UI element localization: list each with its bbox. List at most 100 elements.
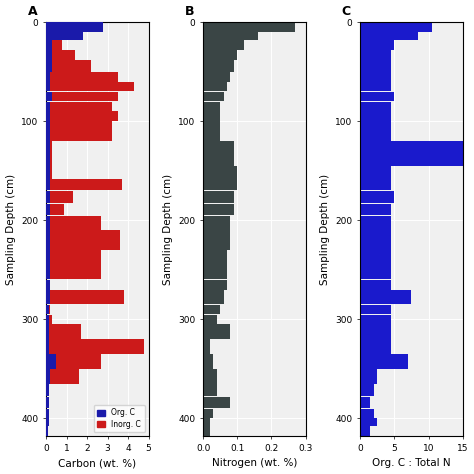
Bar	[46, 354, 101, 369]
Bar	[46, 409, 48, 419]
Bar	[203, 60, 234, 72]
Bar	[46, 22, 103, 32]
Y-axis label: Sampling Depth (cm): Sampling Depth (cm)	[163, 173, 173, 285]
Bar	[203, 111, 220, 121]
Bar	[203, 384, 217, 396]
Bar	[360, 166, 391, 179]
Bar	[46, 354, 56, 369]
Bar	[46, 50, 52, 60]
Bar	[46, 290, 50, 304]
Bar	[46, 91, 52, 101]
Text: C: C	[342, 5, 351, 18]
Bar	[203, 354, 213, 369]
Bar	[46, 369, 79, 383]
Bar	[46, 141, 52, 165]
Y-axis label: Sampling Depth (cm): Sampling Depth (cm)	[6, 173, 16, 285]
Bar	[360, 419, 377, 426]
Bar	[46, 409, 49, 419]
Bar	[360, 230, 391, 250]
Bar	[203, 315, 217, 324]
Bar	[360, 339, 391, 354]
Bar	[360, 191, 394, 203]
Bar	[46, 191, 73, 203]
Bar	[203, 369, 217, 383]
Bar	[46, 111, 50, 121]
Bar	[360, 72, 391, 82]
Bar	[360, 325, 391, 339]
Bar	[203, 290, 224, 304]
Text: B: B	[185, 5, 194, 18]
Bar	[46, 82, 50, 91]
Bar	[46, 369, 50, 383]
Bar	[46, 32, 56, 40]
Bar	[46, 230, 120, 250]
Bar	[46, 141, 50, 165]
Bar	[46, 179, 50, 191]
Bar	[203, 82, 227, 91]
Bar	[203, 22, 295, 32]
Bar	[46, 22, 52, 32]
Bar	[203, 419, 210, 426]
Bar	[46, 427, 48, 436]
Bar	[203, 40, 244, 50]
Bar	[360, 179, 391, 191]
Bar	[360, 101, 391, 111]
Bar	[203, 91, 224, 101]
Bar	[360, 354, 408, 369]
Bar	[46, 166, 52, 179]
Bar	[46, 121, 50, 141]
Bar	[203, 121, 220, 141]
Bar	[46, 32, 83, 40]
Bar	[46, 40, 63, 50]
Bar	[203, 141, 234, 165]
Bar	[203, 339, 210, 354]
Bar	[203, 325, 230, 339]
Bar	[360, 409, 374, 419]
Bar	[46, 50, 75, 60]
Bar	[46, 166, 50, 179]
Bar	[46, 250, 101, 280]
Bar	[360, 397, 371, 409]
Bar	[46, 419, 49, 426]
Bar	[203, 204, 234, 215]
Bar	[360, 22, 432, 32]
Bar	[46, 60, 52, 72]
Bar	[203, 101, 220, 111]
Bar	[360, 216, 391, 230]
Bar	[46, 397, 49, 409]
Bar	[203, 179, 237, 191]
Bar	[360, 204, 391, 215]
Bar	[46, 179, 122, 191]
Bar	[46, 339, 49, 354]
Bar	[360, 305, 391, 314]
Bar	[46, 427, 48, 436]
Bar	[46, 290, 124, 304]
Bar	[46, 325, 81, 339]
Bar	[46, 191, 50, 203]
Bar	[360, 280, 391, 290]
Bar	[360, 82, 391, 91]
Bar	[46, 280, 50, 290]
Legend: Org. C, Inorg. C: Org. C, Inorg. C	[93, 404, 145, 432]
Bar	[46, 101, 50, 111]
X-axis label: Org. C : Total N: Org. C : Total N	[372, 458, 451, 468]
Bar	[203, 166, 237, 179]
Bar	[360, 40, 394, 50]
X-axis label: Nitrogen (wt. %): Nitrogen (wt. %)	[212, 458, 297, 468]
Bar	[46, 305, 50, 314]
Bar	[203, 409, 213, 419]
Bar	[46, 204, 64, 215]
Bar	[46, 325, 49, 339]
Bar	[46, 216, 50, 230]
Bar	[46, 397, 48, 409]
Bar	[46, 315, 52, 324]
Bar	[360, 111, 391, 121]
Bar	[46, 72, 118, 82]
Bar	[203, 32, 258, 40]
Bar	[46, 101, 111, 111]
Bar	[360, 141, 463, 165]
Bar	[46, 72, 50, 82]
Bar	[360, 60, 391, 72]
Bar	[203, 72, 230, 82]
Text: A: A	[27, 5, 37, 18]
